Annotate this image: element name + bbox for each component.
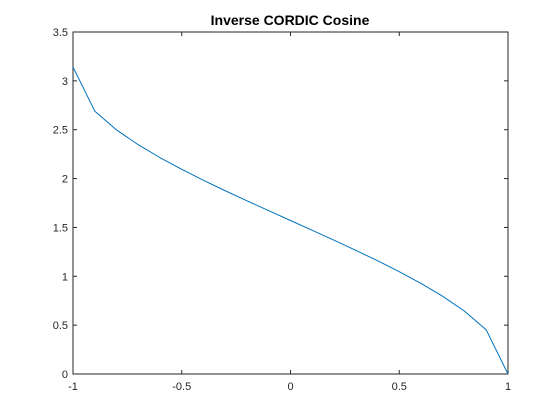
y-axis: 0 0.5 1 1.5 2 2.5 3 3.5 bbox=[53, 27, 508, 381]
series-line bbox=[72, 66, 509, 375]
series-layer bbox=[72, 66, 509, 375]
x-tick-label: 1 bbox=[505, 381, 511, 393]
chart-title: Inverse CORDIC Cosine bbox=[211, 12, 370, 28]
y-tick-label: 0 bbox=[62, 369, 68, 381]
plot-area bbox=[72, 31, 509, 375]
x-tick-label: -1 bbox=[68, 381, 78, 393]
y-tick-label: 3.5 bbox=[53, 27, 68, 39]
y-tick-label: 1 bbox=[62, 271, 68, 283]
x-tick-label: -0.5 bbox=[172, 381, 191, 393]
x-tick-label: 0 bbox=[287, 381, 293, 393]
y-tick-label: 0.5 bbox=[53, 320, 68, 332]
y-tick-label: 2.5 bbox=[53, 125, 68, 137]
y-tick-label: 2 bbox=[62, 174, 68, 186]
y-tick-label: 3 bbox=[62, 76, 68, 88]
x-tick-label: 0.5 bbox=[392, 381, 407, 393]
y-tick-label: 1.5 bbox=[53, 222, 68, 234]
x-axis: -1 -0.5 0 0.5 1 bbox=[68, 32, 511, 393]
